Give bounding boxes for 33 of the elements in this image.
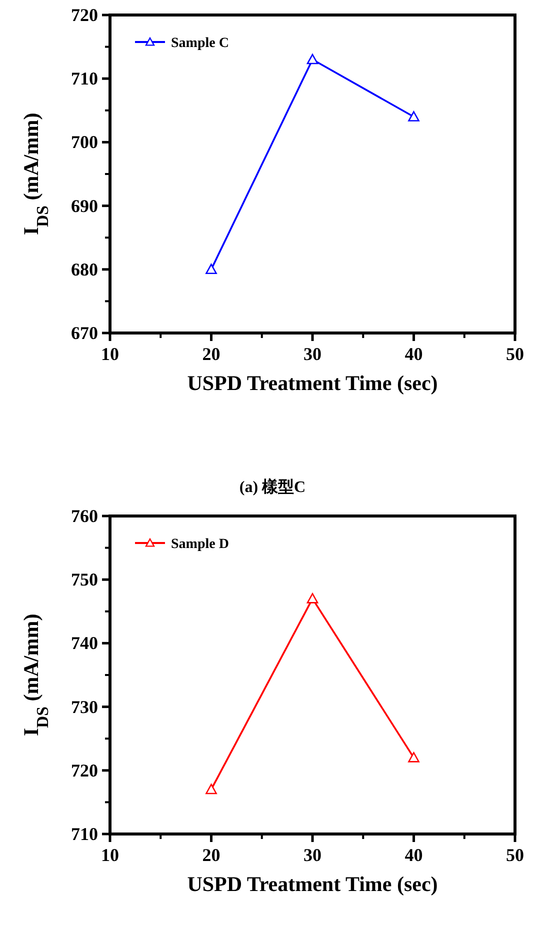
- x-tick-label: 10: [101, 845, 119, 865]
- point: [408, 752, 420, 762]
- x-tick-label: 40: [404, 845, 423, 865]
- point: [206, 784, 217, 794]
- x-tick-label: 50: [506, 845, 524, 865]
- point: [306, 54, 318, 64]
- y-tick-label: 670: [71, 323, 98, 343]
- x-axis-title: USPD Treatment Time (sec): [187, 872, 438, 896]
- legend-label: Sample C: [171, 36, 229, 51]
- y-tick-label: 720: [71, 760, 98, 780]
- point: [306, 593, 318, 604]
- y-tick-label: 700: [71, 132, 98, 152]
- y-tick-label: 680: [71, 259, 98, 280]
- x-tick-label: 40: [404, 344, 423, 364]
- point: [408, 111, 420, 122]
- y-tick-label: 710: [71, 824, 98, 844]
- y-tick-label: 710: [71, 68, 98, 89]
- x-tick-label: 30: [304, 845, 322, 865]
- y-tick-label: 760: [71, 506, 98, 526]
- y-tick-label: 750: [71, 570, 98, 590]
- y-tick-label: 730: [71, 696, 98, 717]
- y-tick-label: 740: [71, 633, 98, 654]
- text: (a) 樣型C: [239, 478, 306, 496]
- x-axis-title: USPD Treatment Time (sec): [187, 371, 438, 395]
- x-tick-label: 20: [202, 845, 220, 865]
- x-tick-label: 10: [101, 344, 119, 364]
- point: [206, 264, 217, 274]
- y-tick-label: 690: [71, 196, 98, 216]
- x-tick-label: 20: [202, 344, 220, 364]
- legend-label: Sample D: [171, 537, 229, 552]
- x-tick-label: 30: [304, 344, 322, 364]
- x-tick-label: 50: [506, 344, 524, 364]
- y-tick-label: 720: [71, 5, 98, 25]
